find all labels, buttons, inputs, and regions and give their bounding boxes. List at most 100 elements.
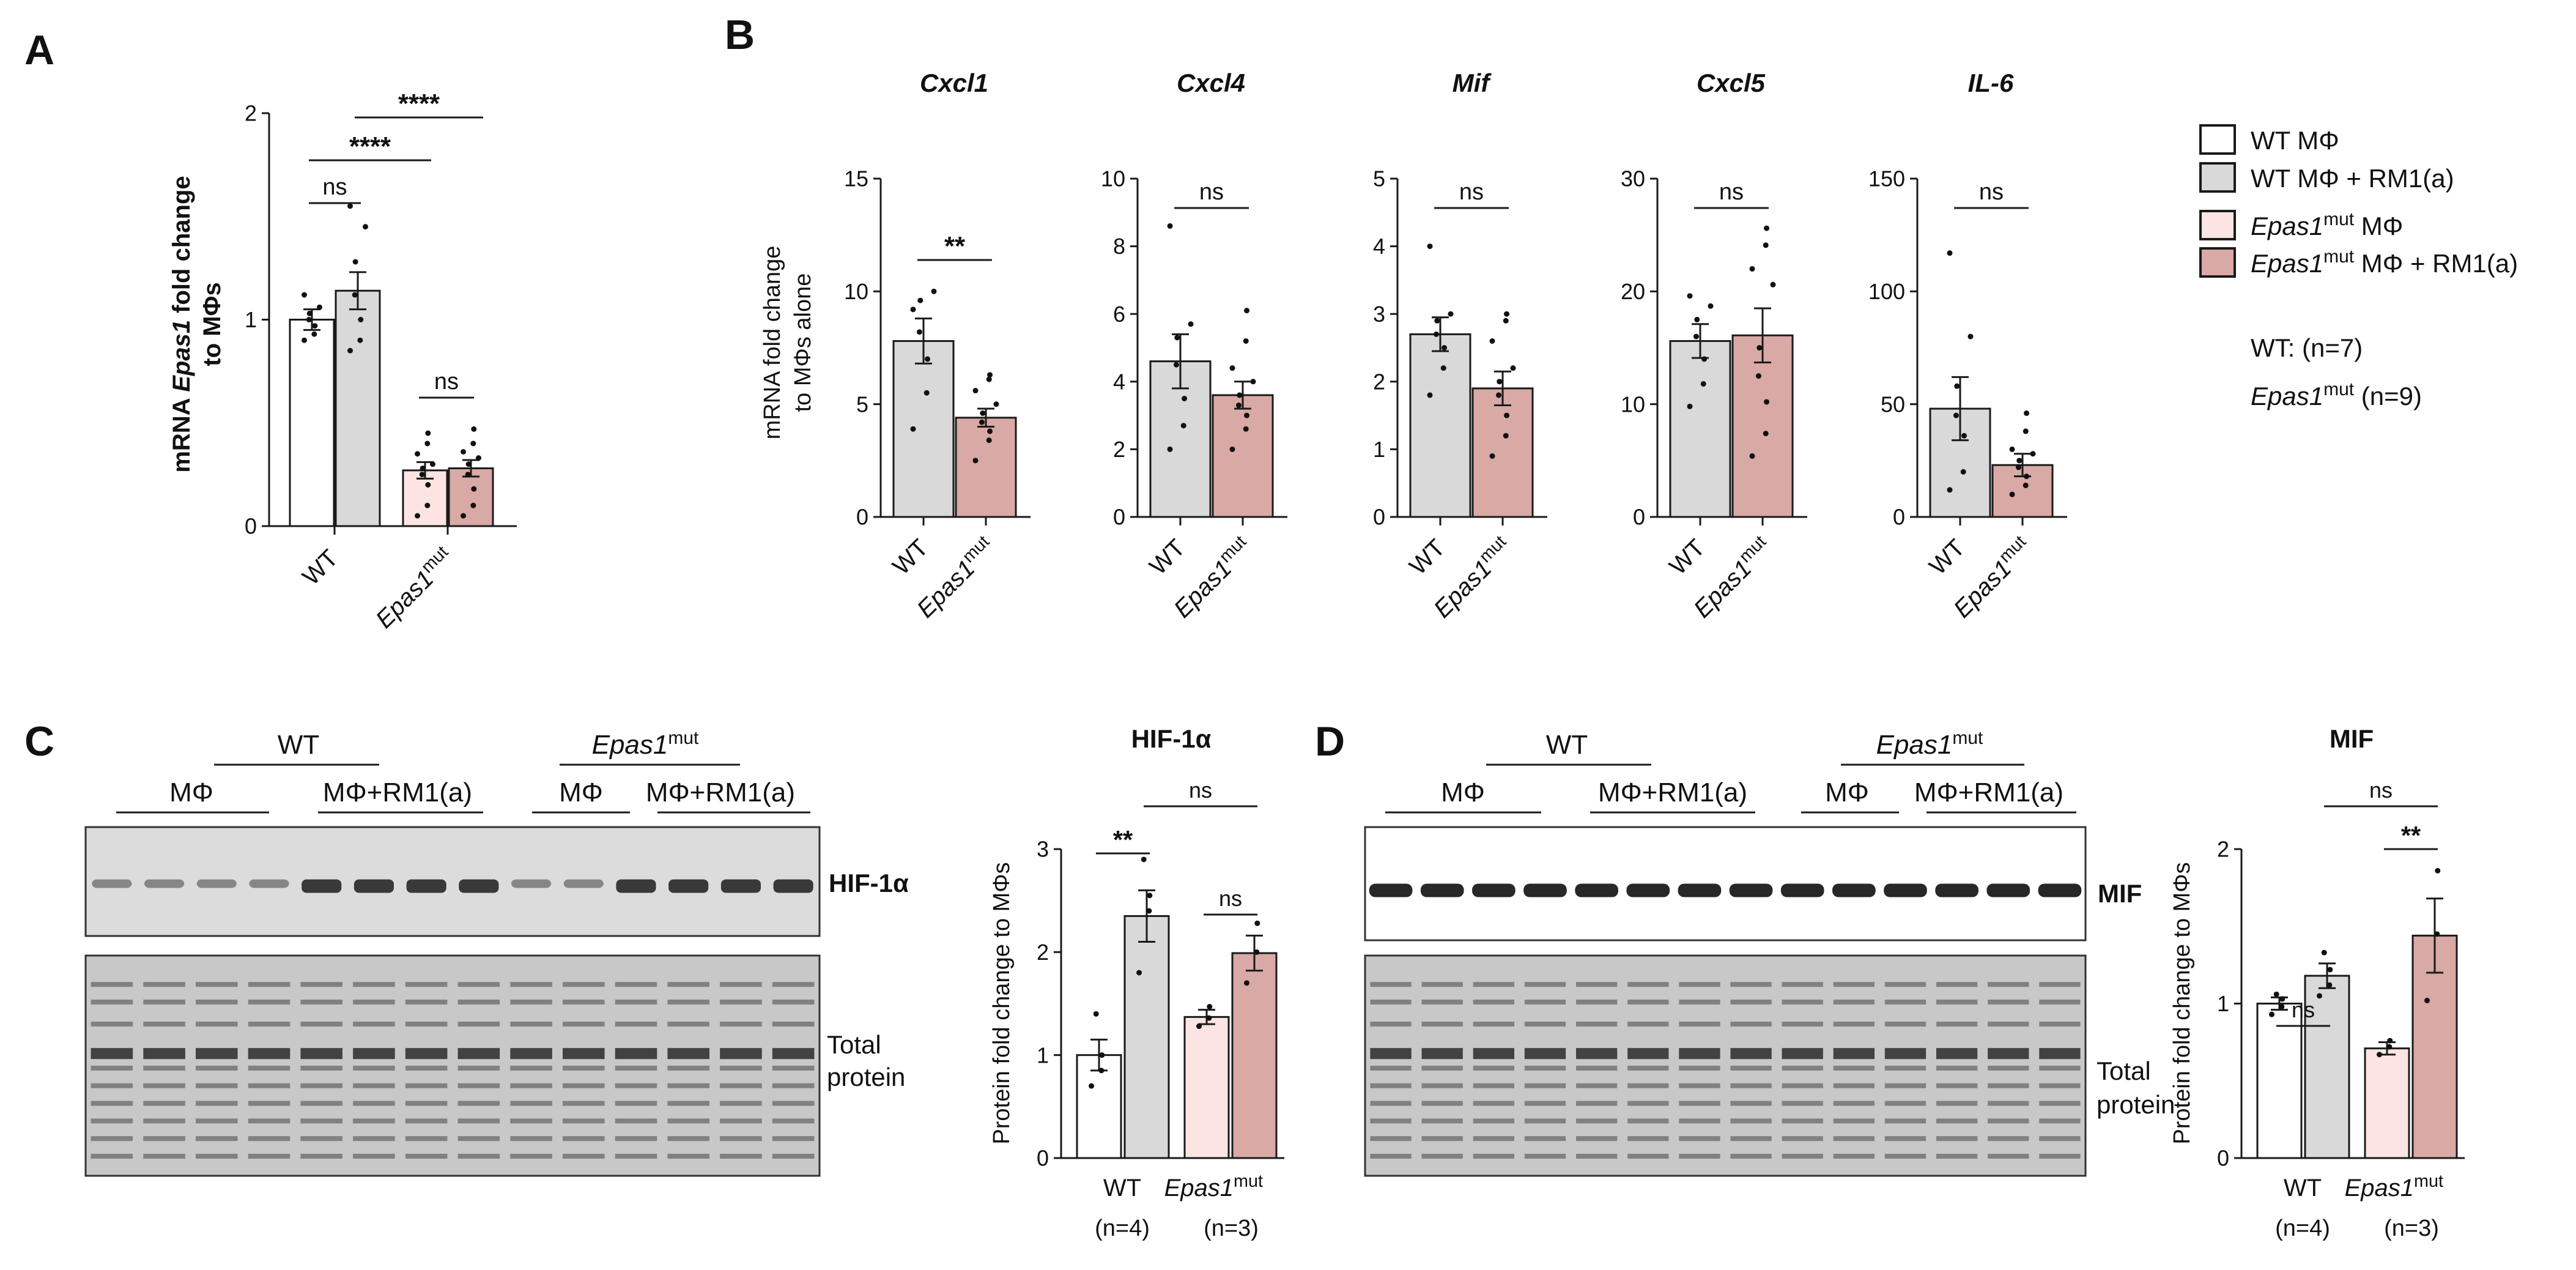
chart-b-cxcl5-wt-point [1694, 316, 1700, 322]
chart-c-y-tick-label: 1 [1037, 1042, 1049, 1068]
blot-band [720, 1048, 762, 1060]
chart-b-il6-mut-point [2024, 410, 2030, 416]
chart-b-cxcl4-y-tick-label: 6 [1113, 302, 1125, 327]
blot-band [1988, 1000, 2029, 1004]
blot-band [405, 1000, 448, 1004]
chart-b-cxcl4-wt-point [1167, 446, 1173, 452]
chart-a-1-point [347, 347, 353, 354]
chart-a-x-label-wt: WT [297, 544, 343, 590]
chart-b-mif-mut-point [1489, 453, 1495, 459]
legend-n-wt: WT: (n=7) [2251, 333, 2363, 362]
chart-c-2-point [1206, 1015, 1212, 1021]
blot-band [563, 1136, 605, 1142]
blot-band [457, 1022, 500, 1027]
blot-band [91, 1083, 133, 1088]
blot-band [300, 1022, 342, 1027]
blot-band [300, 1048, 342, 1060]
chart-d-1-point [2317, 993, 2323, 999]
blot-band [772, 1101, 815, 1106]
blot-band [196, 1154, 238, 1159]
chart-a-sig-3-label: **** [398, 89, 440, 119]
chart-b-cxcl1-y-tick-label: 0 [856, 505, 868, 530]
blot-band [1627, 1136, 1669, 1142]
blot-band [91, 982, 133, 987]
blot-band [510, 982, 552, 987]
blot-band [1833, 982, 1875, 987]
blot-band [1473, 1136, 1515, 1142]
blot-band [1884, 1136, 1926, 1142]
chart-d-3-point [2424, 997, 2430, 1003]
blot-band [2039, 1048, 2081, 1060]
blot-band [248, 1022, 291, 1027]
blot-d-total-membrane [1364, 954, 2087, 1177]
legend-label-mut-mphi: Epas1mut MΦ [2251, 209, 2403, 240]
chart-c-1-point [1141, 856, 1147, 863]
blot-band [248, 1083, 291, 1088]
blot-band [353, 1022, 395, 1027]
blot-band [1421, 1136, 1463, 1142]
blot-band [1935, 883, 1978, 897]
chart-a-1-point [352, 259, 358, 265]
chart-a-3-point [470, 502, 476, 508]
chart-b-cxcl4-sig-label: ns [1199, 179, 1224, 205]
chart-b-mif-mut-point [1510, 365, 1516, 371]
blot-band [405, 1136, 448, 1142]
panel-b-charts: 051015WTEpas1mutCxcl1**0246810WTEpas1mut… [760, 69, 2067, 623]
blot-band [563, 879, 604, 888]
panel-label-d: D [1315, 718, 1345, 765]
blot-band [1421, 1083, 1463, 1088]
chart-b-mif-mut-point [1504, 311, 1510, 317]
blot-band [353, 1136, 395, 1142]
blot-band [1421, 1101, 1463, 1106]
blot-band [510, 1048, 552, 1060]
blot-band [2038, 883, 2082, 897]
blot-band [1936, 1000, 1978, 1004]
chart-a-0-point [306, 317, 312, 322]
blot-band [1833, 1083, 1875, 1088]
blot-band [667, 1048, 709, 1060]
chart-d-n-mut: (n=3) [2384, 1216, 2439, 1241]
chart-c-sig-2-label: ns [1219, 886, 1242, 911]
chart-b-cxcl4-wt-point [1174, 335, 1180, 341]
blot-band [563, 1048, 605, 1060]
blot-band [248, 1136, 291, 1142]
blot-band [1988, 1048, 2029, 1060]
chart-b-mif-y-tick-label: 1 [1373, 437, 1385, 462]
blot-band [772, 1083, 815, 1088]
blot-band [91, 1022, 133, 1027]
chart-d-sig-1-label: ** [2401, 822, 2421, 850]
chart-b-il6-mut-point [2023, 482, 2029, 488]
chart-b-cxcl4-mut-point [1229, 365, 1235, 371]
chart-d-x-label-mut: Epas1mut [2345, 1172, 2443, 1201]
blot-band [457, 1118, 500, 1124]
panel-label-b: B [725, 12, 755, 58]
blot-band [143, 1083, 185, 1088]
chart-b-cxcl1-wt-point [923, 390, 930, 396]
blot-band [1575, 1101, 1618, 1106]
chart-b-cxcl5-mut-point [1749, 266, 1755, 272]
blot-band [300, 1066, 342, 1071]
chart-b-mif-wt-point [1442, 345, 1448, 351]
blot-band [510, 1154, 552, 1159]
blot-band [1782, 1083, 1823, 1088]
chart-b-mif-mut-point [1504, 412, 1510, 418]
blot-band [1936, 1136, 1978, 1142]
chart-b-il6-wt-point [1967, 333, 1974, 340]
blot-band [405, 1154, 448, 1159]
blot-band [300, 1136, 342, 1142]
blot-band [615, 1048, 657, 1060]
chart-b-cxcl1-y-tick-label: 10 [844, 279, 868, 304]
chart-a-0-point [312, 323, 318, 329]
blot-band [1524, 1118, 1566, 1124]
blot-band [1627, 1154, 1669, 1159]
chart-a-sig-2-label: **** [349, 132, 391, 162]
blot-band [91, 1101, 133, 1106]
blot-band [300, 1083, 342, 1088]
blot-band [405, 1022, 448, 1027]
chart-c-2-point [1207, 1004, 1213, 1010]
blot-band [353, 1101, 395, 1106]
chart-b-cxcl5-mut-point [1764, 399, 1770, 405]
blot-band [1524, 1066, 1566, 1071]
